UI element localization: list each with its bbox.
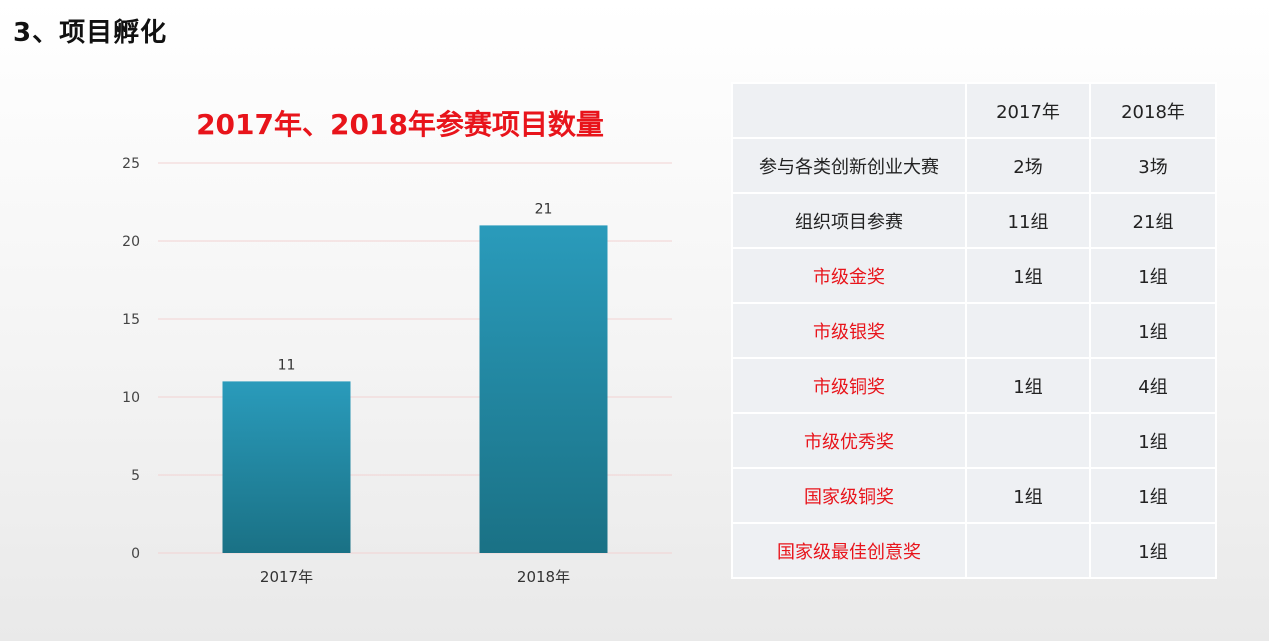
y-tick-label: 15: [122, 312, 140, 328]
table-header-2017: 2017年: [965, 82, 1091, 139]
row-label: 国家级铜奖: [731, 467, 967, 524]
table-row: 市级铜奖 1组 4组: [731, 357, 1217, 414]
table-row: 市级优秀奖 1组: [731, 412, 1217, 469]
table-row: 组织项目参赛 11组 21组: [731, 192, 1217, 249]
row-label: 参与各类创新创业大赛: [731, 137, 967, 194]
cell-2017: 1组: [965, 357, 1091, 414]
cell-2018: 4组: [1089, 357, 1217, 414]
cell-2018: 1组: [1089, 247, 1217, 304]
table-row: 市级金奖 1组 1组: [731, 247, 1217, 304]
row-label: 国家级最佳创意奖: [731, 522, 967, 579]
page-title: 3、项目孵化: [13, 18, 168, 48]
table-row: 国家级铜奖 1组 1组: [731, 467, 1217, 524]
table-row: 参与各类创新创业大赛 2场 3场: [731, 137, 1217, 194]
cell-2017: 1组: [965, 467, 1091, 524]
data-label: 11: [278, 357, 296, 373]
cell-2017: 1组: [965, 247, 1091, 304]
chart-title: 2017年、2018年参赛项目数量: [196, 108, 604, 141]
row-label: 市级金奖: [731, 247, 967, 304]
table-header-label: [731, 82, 967, 139]
table-row: 市级银奖 1组: [731, 302, 1217, 359]
cell-2017: 11组: [965, 192, 1091, 249]
row-label: 市级银奖: [731, 302, 967, 359]
cell-2017: 2场: [965, 137, 1091, 194]
bar: [222, 381, 351, 553]
cell-2018: 1组: [1089, 467, 1217, 524]
y-tick-label: 20: [122, 234, 140, 250]
bar: [479, 225, 608, 553]
row-label: 组织项目参赛: [731, 192, 967, 249]
table-row: 国家级最佳创意奖 1组: [731, 522, 1217, 579]
y-tick-label: 25: [122, 156, 140, 172]
cell-2018: 1组: [1089, 412, 1217, 469]
y-tick-label: 5: [131, 468, 140, 484]
table-header-row: 2017年 2018年: [731, 82, 1217, 139]
cell-2018: 21组: [1089, 192, 1217, 249]
cell-2018: 1组: [1089, 302, 1217, 359]
data-label: 21: [535, 201, 553, 217]
x-tick-label: 2018年: [517, 568, 570, 586]
cell-2018: 3场: [1089, 137, 1217, 194]
row-label: 市级铜奖: [731, 357, 967, 414]
cell-2018: 1组: [1089, 522, 1217, 579]
row-label: 市级优秀奖: [731, 412, 967, 469]
cell-2017: [965, 302, 1091, 359]
table-header-2018: 2018年: [1089, 82, 1217, 139]
y-tick-label: 10: [122, 390, 140, 406]
y-tick-label: 0: [131, 546, 140, 562]
awards-table: 2017年 2018年 参与各类创新创业大赛 2场 3场 组织项目参赛 11组 …: [731, 82, 1217, 579]
chart-plot: 0 5 10 15 20 25 11 2017年 21 2018年: [122, 156, 672, 586]
x-tick-label: 2017年: [260, 568, 313, 586]
cell-2017: [965, 522, 1091, 579]
cell-2017: [965, 412, 1091, 469]
bar-chart: 2017年、2018年参赛项目数量 0 5 10 15 20 25 11 2017年 21 201…: [80, 95, 700, 605]
